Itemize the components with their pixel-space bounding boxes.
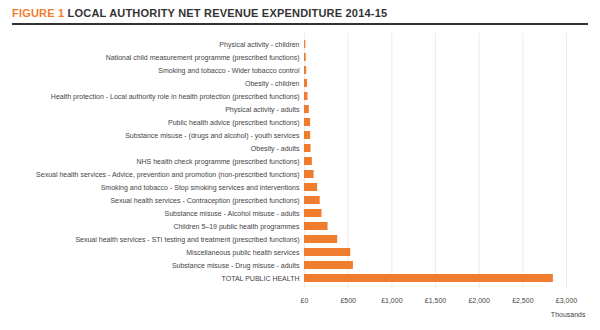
svg-text:National child measurement pro: National child measurement programme (pr… [106,54,300,62]
svg-text:Substance misuse - Drug misuse: Substance misuse - Drug misuse - adults [172,262,300,270]
svg-text:Miscellaneous public health se: Miscellaneous public health services [186,249,300,257]
svg-text:£500: £500 [340,297,356,304]
svg-text:Physical activity - adults: Physical activity - adults [225,106,300,114]
svg-text:Public health advice (prescrib: Public health advice (prescribed functio… [168,119,300,127]
svg-text:Obesity - children: Obesity - children [245,80,300,88]
svg-text:Sexual health services - Advic: Sexual health services - Advice, prevent… [36,171,299,179]
svg-text:Physical activity - children: Physical activity - children [219,41,299,49]
svg-text:TOTAL PUBLIC HEALTH: TOTAL PUBLIC HEALTH [222,275,300,282]
svg-text:£1,000: £1,000 [381,297,403,304]
html-text:FIGURE 1 LOCAL AUTHORITY NET R: FIGURE 1 LOCAL AUTHORITY NET REVENUE EXP… [12,7,388,19]
svg-text:£1,500: £1,500 [425,297,447,304]
svg-text:£2,000: £2,000 [468,297,490,304]
svg-text:£2,500: £2,500 [512,297,534,304]
svg-text:Sexual health services - Contr: Sexual health services - Contraception (… [110,197,299,205]
svg-text:£3,000: £3,000 [556,297,578,304]
svg-text:Substance misuse - (drugs and: Substance misuse - (drugs and alcohol) -… [125,132,300,140]
svg-text:Obesity - adults: Obesity - adults [251,145,300,153]
svg-text:Sexual health services - STI t: Sexual health services - STI testing and… [75,236,299,244]
svg-text:Smoking and tobacco - Stop smo: Smoking and tobacco - Stop smoking servi… [101,184,300,192]
svg-text:Thousands: Thousands [551,311,586,318]
svg-text:NHS health check programme (pr: NHS health check programme (prescribed f… [136,158,299,166]
svg-text:Substance misuse - Alcohol mis: Substance misuse - Alcohol misuse - adul… [164,210,300,217]
svg-text:Health protection - Local auth: Health protection - Local authority role… [51,93,300,101]
svg-text:£0: £0 [301,297,309,304]
svg-text:Smoking and tobacco - Wider to: Smoking and tobacco - Wider tobacco cont… [158,67,300,75]
svg-text:Children 5–19 public health pr: Children 5–19 public health programmes [173,223,300,231]
